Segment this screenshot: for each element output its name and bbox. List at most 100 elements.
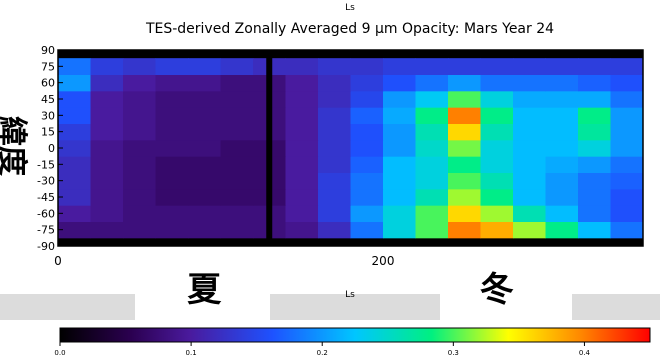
heatmap-cell: [221, 107, 254, 124]
heatmap-cell: [481, 222, 514, 239]
heatmap-cell: [286, 107, 319, 124]
heatmap-cell: [481, 58, 514, 75]
heatmap-cell: [448, 58, 481, 75]
heatmap-cell: [546, 124, 579, 141]
heatmap-cell: [416, 222, 449, 239]
heatmap-cell: [351, 75, 384, 92]
heatmap-cell: [481, 107, 514, 124]
y-tick-label: 75: [41, 60, 55, 73]
colorbar: 0.0 0.1 0.2 0.3 0.4: [54, 328, 650, 357]
heatmap-cell: [513, 156, 546, 173]
heatmap-cell: [546, 173, 579, 190]
heatmap-cell: [318, 75, 351, 92]
colorbar-tick-label: 0.0: [54, 349, 65, 357]
heatmap-cell: [383, 205, 416, 222]
heatmap-cell: [123, 189, 156, 206]
heatmap-cell: [416, 189, 449, 206]
heatmap-cell: [91, 140, 124, 157]
heatmap-cell: [416, 173, 449, 190]
heatmap-cell: [188, 107, 221, 124]
heatmap-cell: [156, 156, 189, 173]
heatmap-cell: [513, 58, 546, 75]
heatmap-cell: [611, 205, 644, 222]
heatmap-cell: [286, 222, 319, 239]
heatmap-cell: [611, 58, 644, 75]
heatmap-cell: [578, 91, 611, 108]
heatmap-cell: [481, 205, 514, 222]
y-tick-label: -15: [37, 158, 55, 171]
heatmap-cell: [286, 75, 319, 92]
y-tick-label: 90: [41, 44, 55, 57]
heatmap-cell: [351, 91, 384, 108]
heatmap-cell: [221, 75, 254, 92]
heatmap-cell: [513, 91, 546, 108]
heatmap-cell: [611, 140, 644, 157]
heatmap-cell: [318, 58, 351, 75]
heatmap-cell: [513, 107, 546, 124]
heatmap-cell: [546, 107, 579, 124]
heatmap-cell: [383, 58, 416, 75]
heatmap-cell: [578, 107, 611, 124]
heatmap-cell: [448, 156, 481, 173]
heatmap-cell: [416, 91, 449, 108]
x-axis-label: Ls: [345, 290, 355, 300]
heatmap-cell: [448, 222, 481, 239]
heatmap-cell: [318, 124, 351, 141]
heatmap-cell: [221, 189, 254, 206]
colorbar-tick-label: 0.2: [317, 349, 328, 357]
heatmap-cell: [578, 140, 611, 157]
heatmap-cell: [546, 222, 579, 239]
heatmap-cell: [286, 156, 319, 173]
heatmap-cell: [286, 189, 319, 206]
heatmap-cell: [578, 156, 611, 173]
heatmap-cell: [351, 140, 384, 157]
heatmap-cell: [188, 222, 221, 239]
heatmap-cell: [123, 91, 156, 108]
heatmap-cell: [546, 156, 579, 173]
heatmap-cell: [513, 140, 546, 157]
heatmap-cell: [318, 222, 351, 239]
heatmap-cell: [286, 124, 319, 141]
y-tick-label: -75: [37, 224, 55, 237]
heatmap-cell: [156, 75, 189, 92]
heatmap-cell: [123, 124, 156, 141]
heatmap-cell: [318, 205, 351, 222]
season-strip: [0, 294, 660, 320]
heatmap-cell: [611, 156, 644, 173]
heatmap-cell: [448, 75, 481, 92]
heatmap-cell: [416, 205, 449, 222]
heatmap-cell: [221, 58, 254, 75]
heatmap-cell: [416, 58, 449, 75]
colorbar-bar: [60, 328, 650, 342]
heatmap-cell: [286, 205, 319, 222]
heatmap-cell: [481, 75, 514, 92]
heatmap-cell: [546, 75, 579, 92]
heatmap-cell: [188, 189, 221, 206]
heatmap-cell: [318, 107, 351, 124]
heatmap-cell: [611, 75, 644, 92]
heatmap-cell: [156, 222, 189, 239]
heatmap-cell: [416, 107, 449, 124]
heatmap-cell: [221, 124, 254, 141]
heatmap-cell: [188, 58, 221, 75]
heatmap-cell: [546, 58, 579, 75]
heatmap-cell: [351, 156, 384, 173]
heatmap-cell: [416, 156, 449, 173]
heatmap-cell: [578, 124, 611, 141]
heatmap-cell: [91, 189, 124, 206]
heatmap-cell: [351, 58, 384, 75]
y-tick-label: 30: [41, 109, 55, 122]
heatmap-cell: [611, 173, 644, 190]
heatmap-cell: [383, 222, 416, 239]
x-tick-label: 200: [372, 254, 395, 268]
heatmap-cell: [91, 173, 124, 190]
heatmap-cell: [611, 91, 644, 108]
heatmap-cell: [578, 173, 611, 190]
heatmap-plot: [58, 50, 644, 246]
y-tick-label: -45: [37, 191, 55, 204]
chart-title: TES-derived Zonally Averaged 9 μm Opacit…: [145, 21, 554, 37]
heatmap-cell: [156, 140, 189, 157]
heatmap-cell: [221, 156, 254, 173]
heatmap-cell: [416, 124, 449, 141]
y-tick-label: 15: [41, 126, 55, 139]
